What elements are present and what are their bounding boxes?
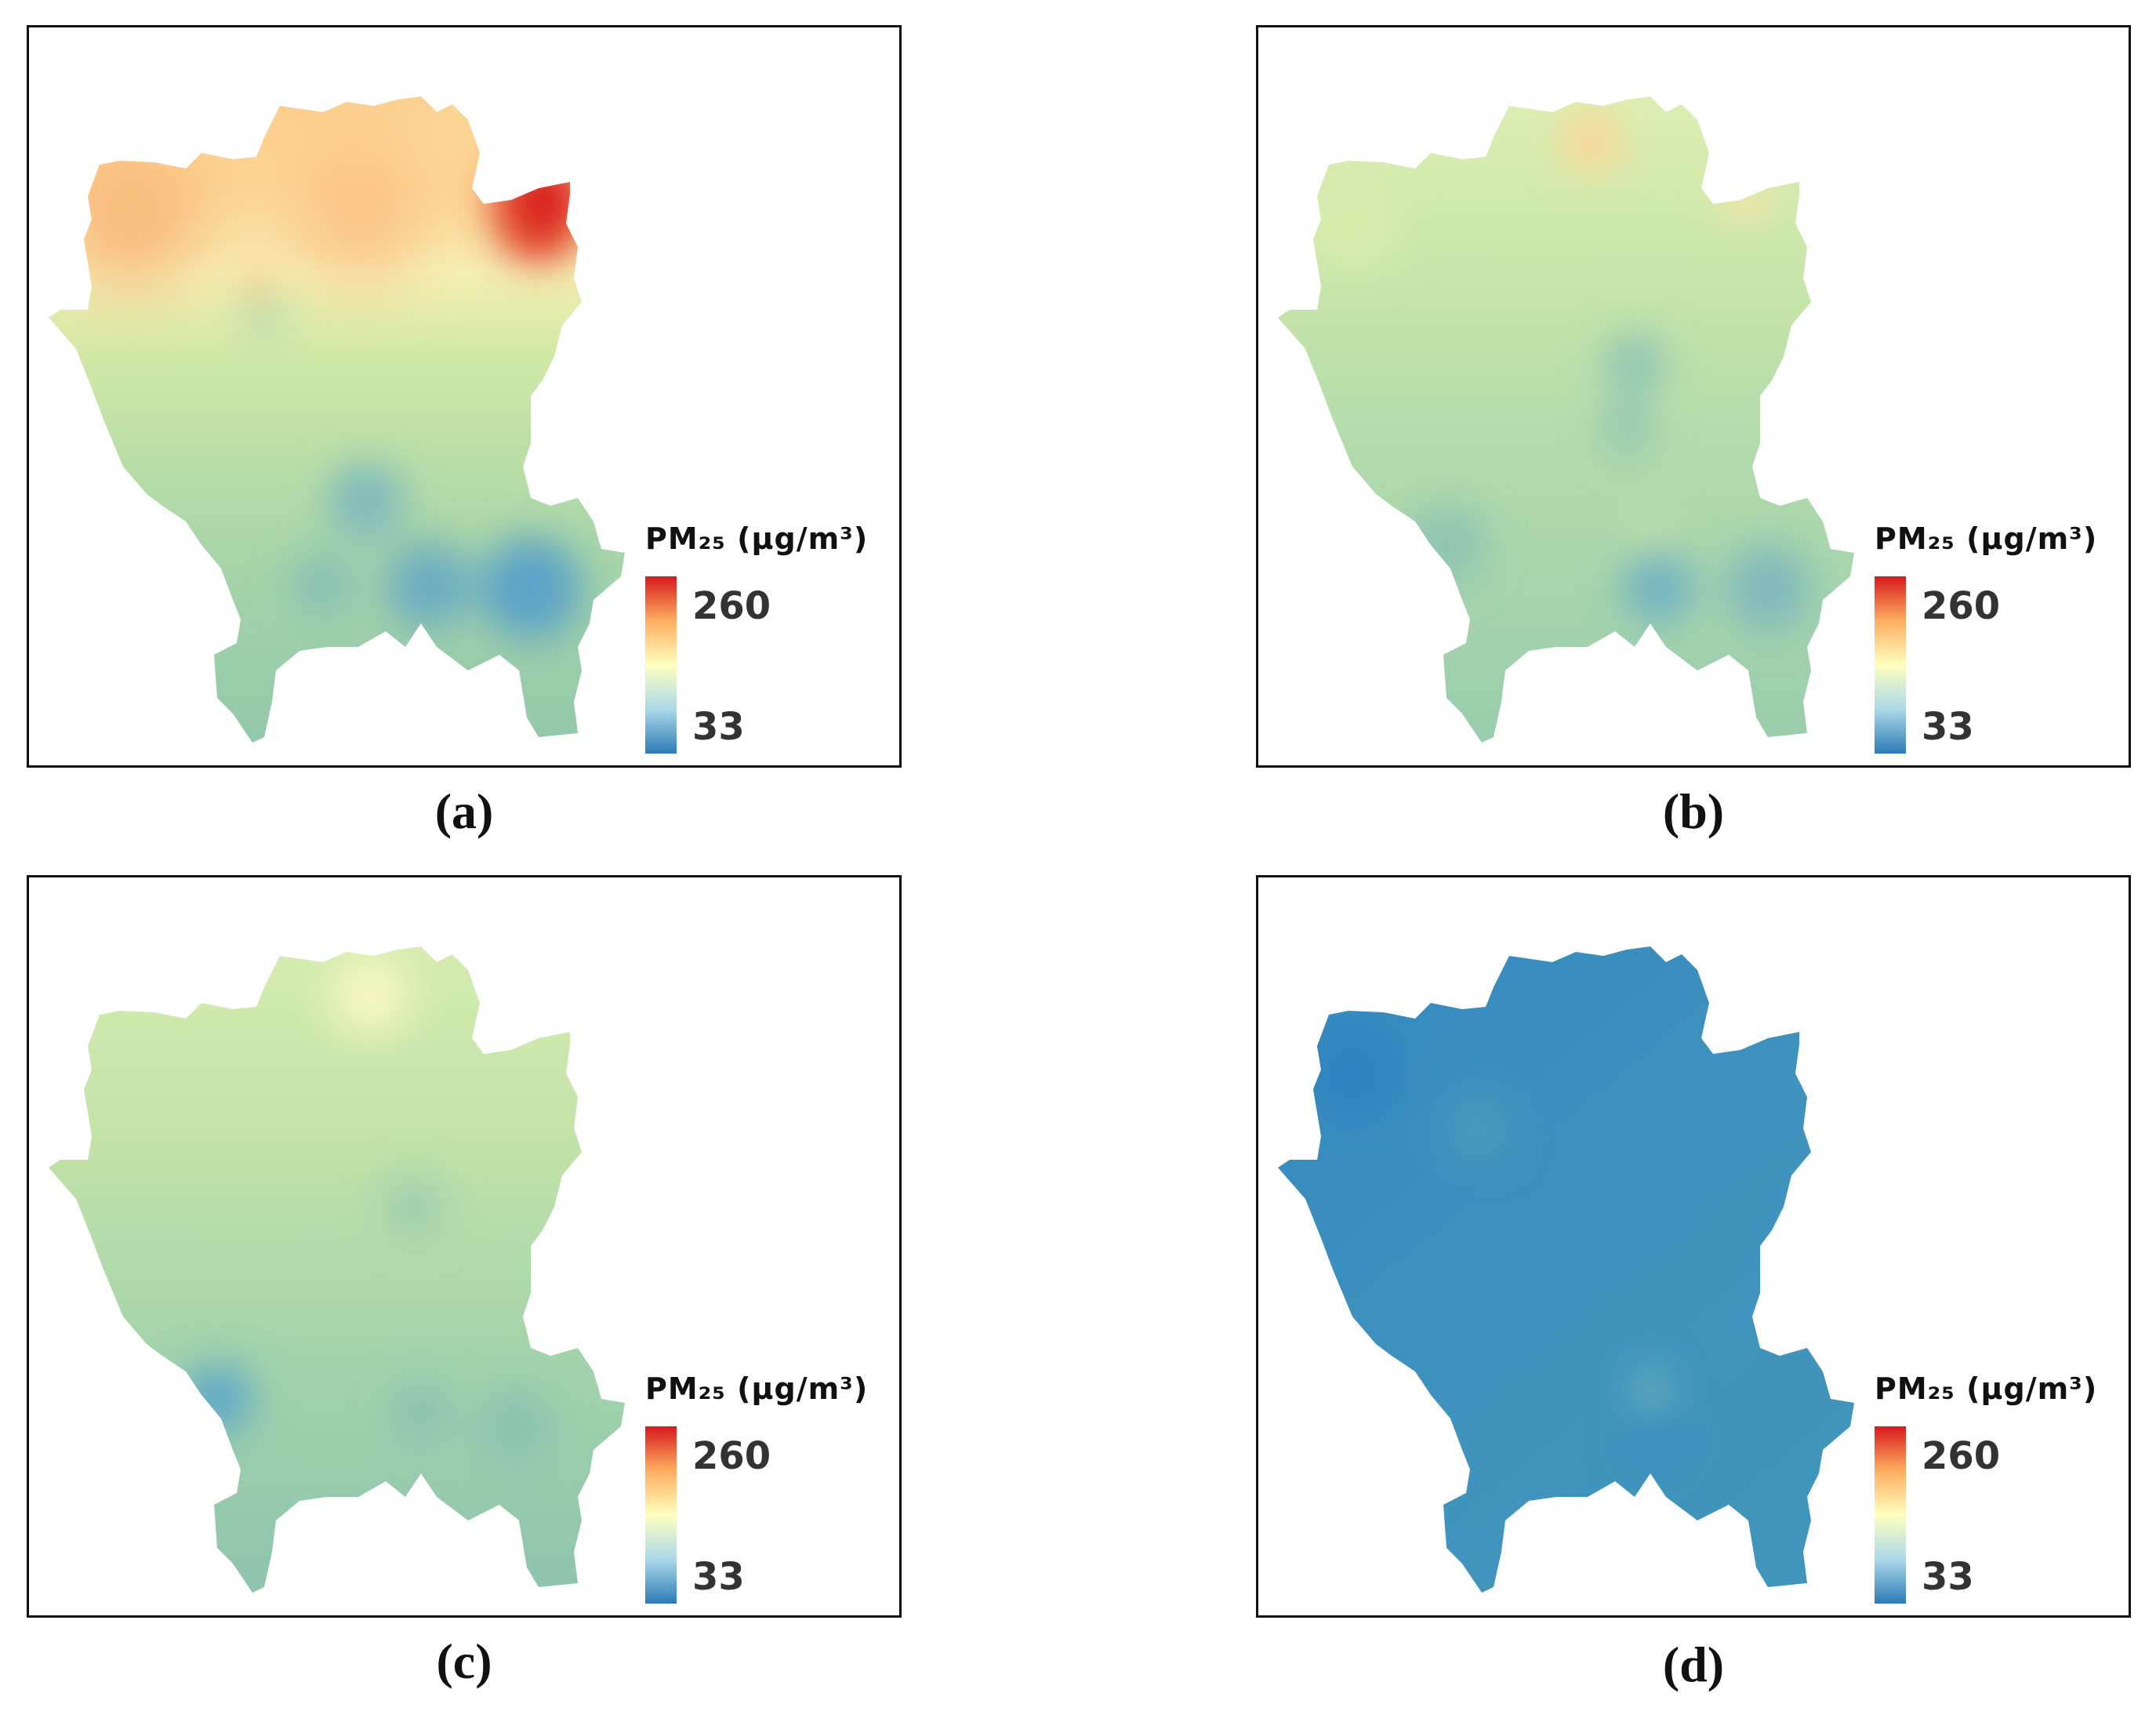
panel-d-hotspot-south (1633, 1370, 1668, 1404)
legend-min-label: 33 (692, 1555, 745, 1599)
panel-b-region (1278, 96, 1854, 743)
panel-d-map (1278, 946, 1854, 1593)
legend-colorbar (645, 1426, 677, 1604)
panel-a-hotspot-southeast (480, 537, 582, 639)
panel-b-frame: PM₂₅ (μg/m³) 260 33 (1256, 25, 2131, 768)
panel-d-frame: PM₂₅ (μg/m³) 260 33 (1256, 875, 2131, 1618)
legend-max-label: 260 (1922, 584, 2001, 628)
legend-colorbar (1875, 576, 1906, 754)
panel-a-frame: PM₂₅ (μg/m³) 260 33 (27, 25, 902, 768)
legend-colorbar (645, 576, 677, 754)
panel-b-label: (b) (1662, 783, 1725, 839)
panel-d-legend: PM₂₅ (μg/m³) 260 33 (1875, 1371, 2125, 1607)
legend-max-label: 260 (692, 584, 771, 628)
legend-min-label: 33 (692, 705, 745, 749)
legend-title: PM₂₅ (μg/m³) (1875, 1371, 2098, 1406)
legend-min-label: 33 (1922, 1555, 1974, 1599)
panel-b-legend: PM₂₅ (μg/m³) 260 33 (1875, 521, 2125, 757)
panel-a-map (49, 96, 625, 743)
panel-a-hotspot-northwest (60, 145, 201, 286)
panel-c-map (49, 946, 625, 1593)
panel-b-map (1278, 96, 1854, 743)
panel-d-hotspot-northwest (1305, 1026, 1399, 1121)
legend-title: PM₂₅ (μg/m³) (645, 521, 869, 556)
panel-c-frame: PM₂₅ (μg/m³) 260 33 (27, 875, 902, 1618)
panel-b-hotspot-south (1623, 553, 1693, 623)
panel-c-hotspot-north (331, 956, 409, 1034)
legend-title: PM₂₅ (μg/m³) (1875, 521, 2098, 556)
legend-max-label: 260 (692, 1434, 771, 1478)
panel-b-hotspot-north (1560, 110, 1623, 173)
panel-c-hotspot-southwest (182, 1364, 252, 1434)
panel-a-label: (a) (434, 783, 494, 839)
panel-a-legend: PM₂₅ (μg/m³) 260 33 (645, 521, 896, 757)
legend-title: PM₂₅ (μg/m³) (645, 1371, 869, 1406)
panel-c-legend: PM₂₅ (μg/m³) 260 33 (645, 1371, 896, 1607)
legend-colorbar (1875, 1426, 1906, 1604)
panel-a-hotspot-northeast (523, 165, 578, 227)
legend-max-label: 260 (1922, 1434, 2001, 1478)
panel-c-label: (c) (436, 1633, 492, 1689)
panel-d-label: (d) (1662, 1637, 1725, 1692)
legend-min-label: 33 (1922, 705, 1974, 749)
